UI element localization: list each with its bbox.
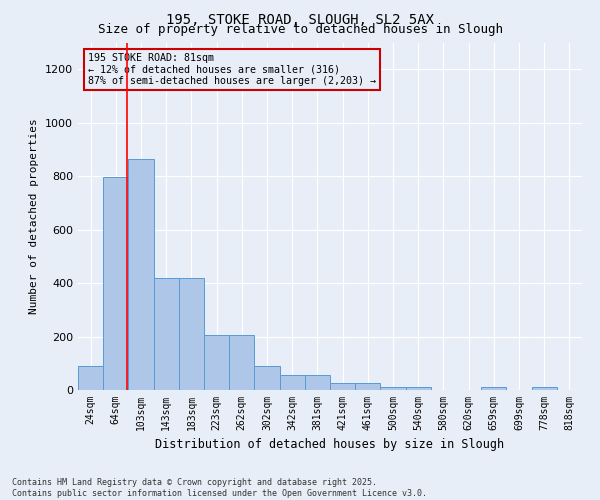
X-axis label: Distribution of detached houses by size in Slough: Distribution of detached houses by size … — [155, 438, 505, 452]
Text: Contains HM Land Registry data © Crown copyright and database right 2025.
Contai: Contains HM Land Registry data © Crown c… — [12, 478, 427, 498]
Bar — [254, 366, 280, 390]
Bar — [78, 366, 103, 390]
Bar — [406, 388, 431, 390]
Bar — [330, 384, 355, 390]
Bar — [128, 159, 154, 390]
Bar — [229, 335, 254, 390]
Bar — [204, 335, 229, 390]
Text: 195 STOKE ROAD: 81sqm
← 12% of detached houses are smaller (316)
87% of semi-det: 195 STOKE ROAD: 81sqm ← 12% of detached … — [88, 53, 376, 86]
Bar — [355, 384, 380, 390]
Bar — [305, 376, 330, 390]
Bar — [481, 388, 506, 390]
Bar — [103, 178, 128, 390]
Text: 195, STOKE ROAD, SLOUGH, SL2 5AX: 195, STOKE ROAD, SLOUGH, SL2 5AX — [166, 12, 434, 26]
Bar — [179, 278, 204, 390]
Bar — [532, 388, 557, 390]
Bar — [154, 278, 179, 390]
Text: Size of property relative to detached houses in Slough: Size of property relative to detached ho… — [97, 22, 503, 36]
Y-axis label: Number of detached properties: Number of detached properties — [29, 118, 40, 314]
Bar — [280, 376, 305, 390]
Bar — [380, 388, 406, 390]
